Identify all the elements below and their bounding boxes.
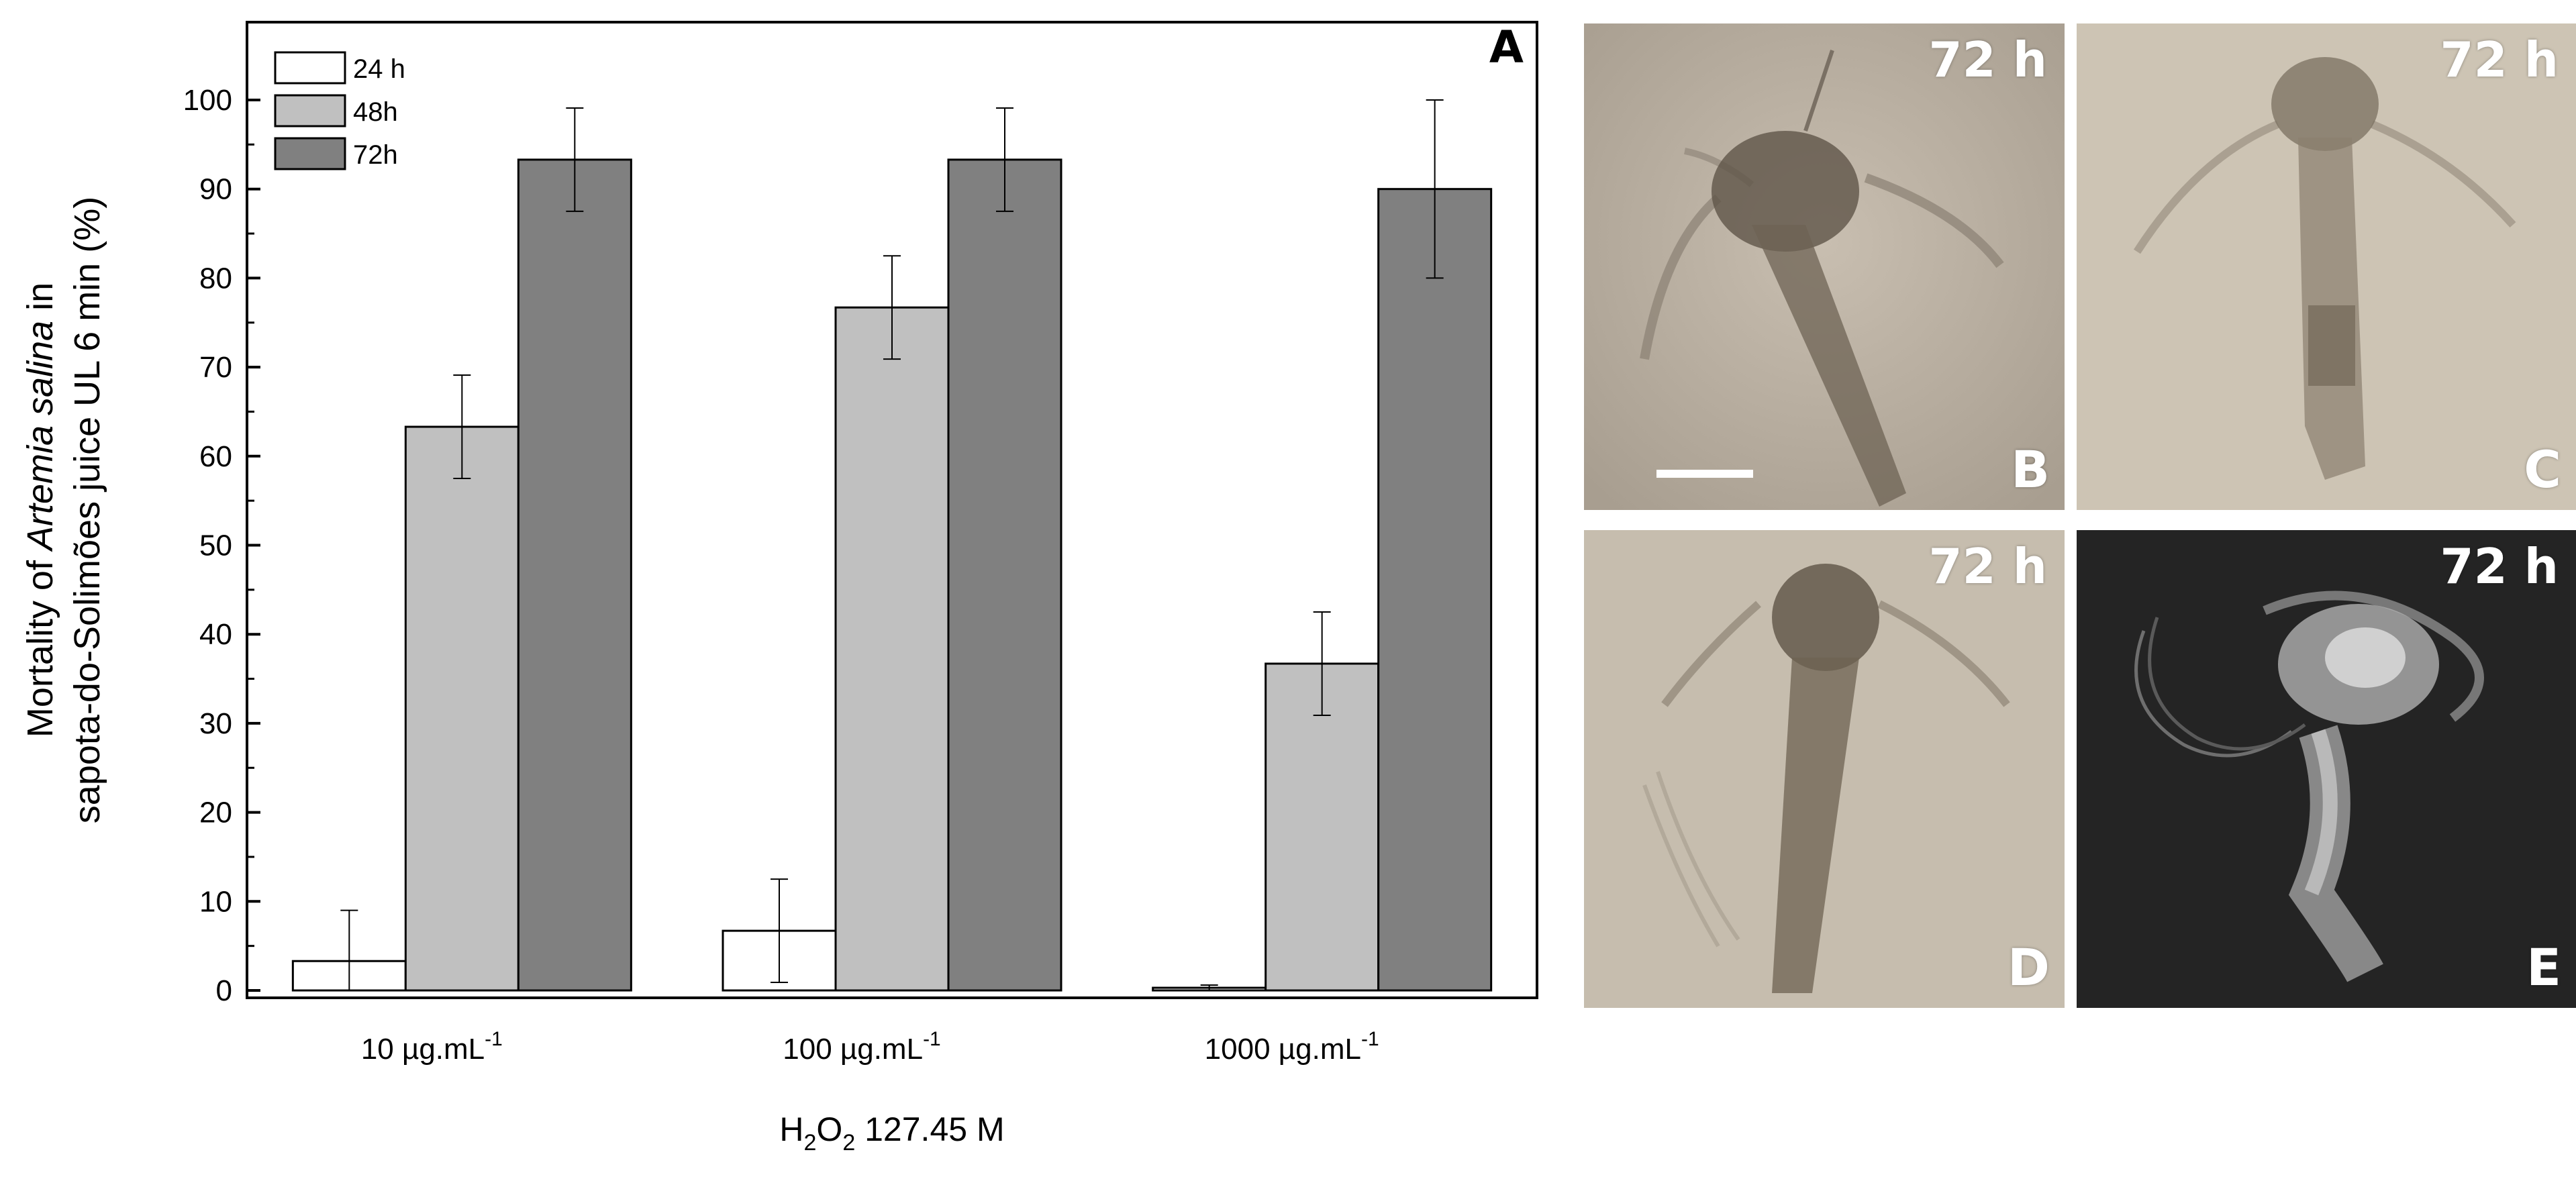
- legend-swatch-1: [274, 51, 346, 85]
- y-axis-label-line2: sapota-do-Solimões juice UL 6 min (%): [67, 197, 107, 823]
- panel-e-time-label: 72 h: [2440, 538, 2559, 595]
- bar-48h-2: [834, 306, 950, 992]
- panel-label-a: A: [1489, 21, 1524, 73]
- x-axis-label: H2O2 127.45 M: [779, 1111, 1004, 1156]
- y-axis-label-line1: Mortality of Artemia salina in: [20, 283, 60, 737]
- x-tick-label: 10 µg.mL-1: [361, 1028, 503, 1066]
- legend-swatch-3: [274, 137, 346, 170]
- y-tick-label: 80: [199, 262, 232, 295]
- artemia-specimen-d-image: [1584, 530, 2065, 1008]
- legend-label-2: 48h: [353, 97, 398, 127]
- x-tick-label: 1000 µg.mL-1: [1205, 1028, 1379, 1066]
- artemia-specimen-e-sem-image: [2077, 530, 2576, 1008]
- y-tick-label: 60: [199, 440, 232, 473]
- panel-e-letter: E: [2526, 937, 2561, 997]
- panel-c-letter: C: [2524, 440, 2561, 499]
- y-tick-label: 70: [199, 351, 232, 384]
- panel-c-time-label: 72 h: [2440, 32, 2559, 88]
- legend-label-3: 72h: [353, 140, 398, 170]
- micrograph-panel-b: 72 h B: [1584, 23, 2065, 510]
- bar-72h-3: [1377, 188, 1493, 992]
- micrograph-panel-e: 72 h E: [2077, 530, 2576, 1008]
- y-tick-label: 20: [199, 797, 232, 829]
- artemia-specimen-c-image: [2077, 23, 2576, 510]
- panel-d-letter: D: [2007, 937, 2050, 997]
- y-tick-label: 0: [216, 974, 232, 1007]
- y-tick-label: 40: [199, 618, 232, 651]
- bar-48h-1: [404, 425, 519, 992]
- panel-b-letter: B: [2011, 440, 2050, 499]
- legend-swatch-2: [274, 94, 346, 127]
- plot-frame: [246, 21, 1538, 999]
- artemia-specimen-b-image: [1584, 23, 2065, 510]
- legend-label-1: 24 h: [353, 54, 405, 84]
- y-tick-label: 30: [199, 707, 232, 740]
- bar-72h-1: [517, 158, 632, 992]
- y-tick-label: 100: [183, 84, 232, 117]
- bar-72h-2: [947, 158, 1062, 992]
- panel-b-time-label: 72 h: [1928, 32, 2047, 88]
- y-tick-label: 10: [199, 885, 232, 918]
- panel-d-time-label: 72 h: [1928, 538, 2047, 595]
- y-tick-label: 90: [199, 173, 232, 206]
- y-tick-label: 50: [199, 529, 232, 562]
- x-tick-label: 100 µg.mL-1: [783, 1028, 941, 1066]
- micrograph-panel-c: 72 h C: [2077, 23, 2576, 510]
- scale-bar: [1656, 470, 1753, 478]
- micrograph-panel-d: 72 h D: [1584, 530, 2065, 1008]
